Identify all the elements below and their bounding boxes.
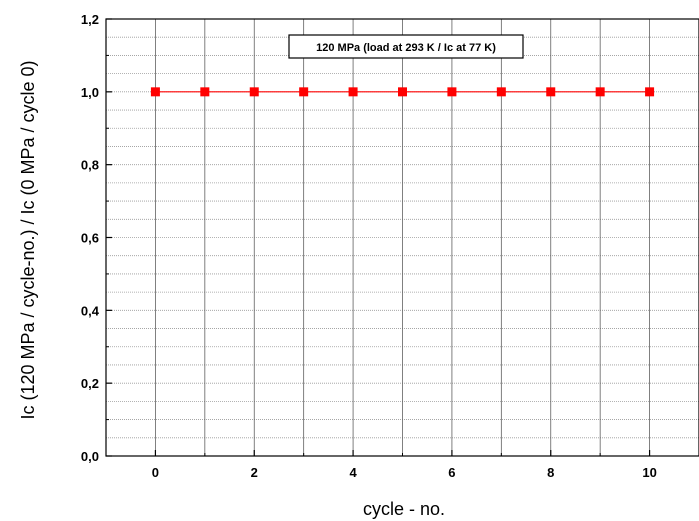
x-tick-label: 2 (251, 465, 258, 480)
grid (106, 19, 699, 456)
legend-label: 120 MPa (load at 293 K / Ic at 77 K) (316, 42, 496, 54)
data-point-marker (299, 87, 309, 97)
y-tick-label: 1,2 (81, 12, 99, 27)
data-point-marker (546, 87, 556, 97)
x-tick-label: 6 (448, 465, 455, 480)
legend: 120 MPa (load at 293 K / Ic at 77 K) (288, 34, 524, 59)
data-point-marker (249, 87, 259, 97)
data-point-marker (645, 87, 655, 97)
y-tick-label: 1,0 (81, 85, 99, 100)
data-point-marker (348, 87, 358, 97)
x-tick-label: 8 (547, 465, 554, 480)
x-tick-label: 4 (349, 465, 357, 480)
data-point-marker (398, 87, 407, 97)
x-tick-label: 10 (642, 465, 656, 480)
y-axis-title: Ic (120 MPa / cycle-no.) / Ic (0 MPa / c… (18, 60, 38, 419)
y-tick-label: 0,8 (81, 158, 99, 173)
series-layer (150, 87, 655, 97)
legend-box (288, 34, 524, 59)
data-point-marker (150, 87, 160, 97)
y-tick-label: 0,4 (81, 303, 100, 318)
data-point-marker (595, 87, 605, 97)
data-point-marker (496, 87, 506, 97)
x-tick-label: 0 (152, 465, 159, 480)
y-tick-label: 0,6 (81, 231, 99, 246)
data-point-marker (200, 87, 210, 97)
y-tick-label: 0,2 (81, 376, 99, 391)
x-axis-title: cycle - no. (363, 499, 445, 519)
axis-ticks: 0,0 0,2 0,4 0,6 0,8 1,0 1,2 0 2 4 6 8 10 (81, 12, 699, 480)
data-point-marker (447, 87, 457, 97)
y-tick-label: 0,0 (81, 449, 99, 464)
